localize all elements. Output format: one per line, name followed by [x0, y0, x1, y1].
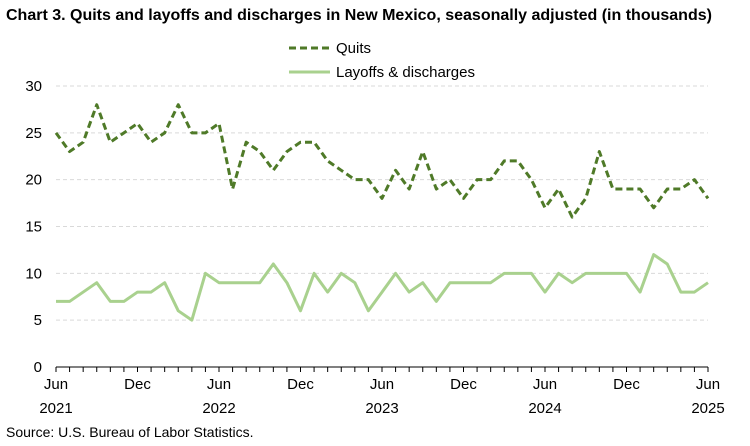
legend-label-0: Quits	[336, 40, 371, 57]
y-tick-label-30: 30	[25, 78, 42, 95]
x-axis-tick-labels: Jun 2021 Dec Jun 2022 Dec Jun 2023 Dec Jun 2024 Dec…	[39, 376, 724, 417]
y-tick-label-0: 0	[34, 359, 42, 376]
y-axis-tick-labels: 0 5 10 15 20 25 30	[25, 78, 42, 376]
x-tick-label-2024-06: Jun	[533, 376, 557, 393]
y-tick-label-15: 15	[25, 219, 42, 236]
legend-label-1: Layoffs & discharges	[336, 64, 475, 81]
x-tick-year-2024: 2024	[528, 400, 561, 417]
series-lines	[54, 103, 710, 322]
x-tick-label-2022-12: Dec	[287, 376, 314, 393]
x-tick-year-2021: 2021	[39, 400, 72, 417]
series-line-layoffs-discharges	[56, 253, 709, 322]
y-tick-label-20: 20	[25, 172, 42, 189]
x-tick-label-2023-06: Jun	[370, 376, 394, 393]
x-tick-year-2023: 2023	[365, 400, 398, 417]
axes	[55, 366, 709, 372]
chart-title: Chart 3. Quits and layoffs and discharge…	[6, 7, 712, 24]
y-tick-label-10: 10	[25, 265, 42, 282]
series-line-quits	[54, 103, 710, 219]
x-tick-label-2021-06: Jun	[44, 376, 68, 393]
x-tick-label-2023-12: Dec	[450, 376, 477, 393]
x-tick-label-2024-12: Dec	[613, 376, 640, 393]
y-tick-label-5: 5	[34, 312, 42, 329]
x-tick-year-2025: 2025	[691, 400, 724, 417]
gridlines	[56, 85, 708, 321]
y-tick-label-25: 25	[25, 125, 42, 142]
source-note: Source: U.S. Bureau of Labor Statistics.	[6, 424, 254, 440]
x-tick-label-2025-06: Jun	[696, 376, 720, 393]
x-tick-year-2022: 2022	[202, 400, 235, 417]
legend: Quits Layoffs & discharges	[289, 40, 475, 81]
x-tick-label-2021-12: Dec	[124, 376, 151, 393]
x-tick-label-2022-06: Jun	[207, 376, 231, 393]
